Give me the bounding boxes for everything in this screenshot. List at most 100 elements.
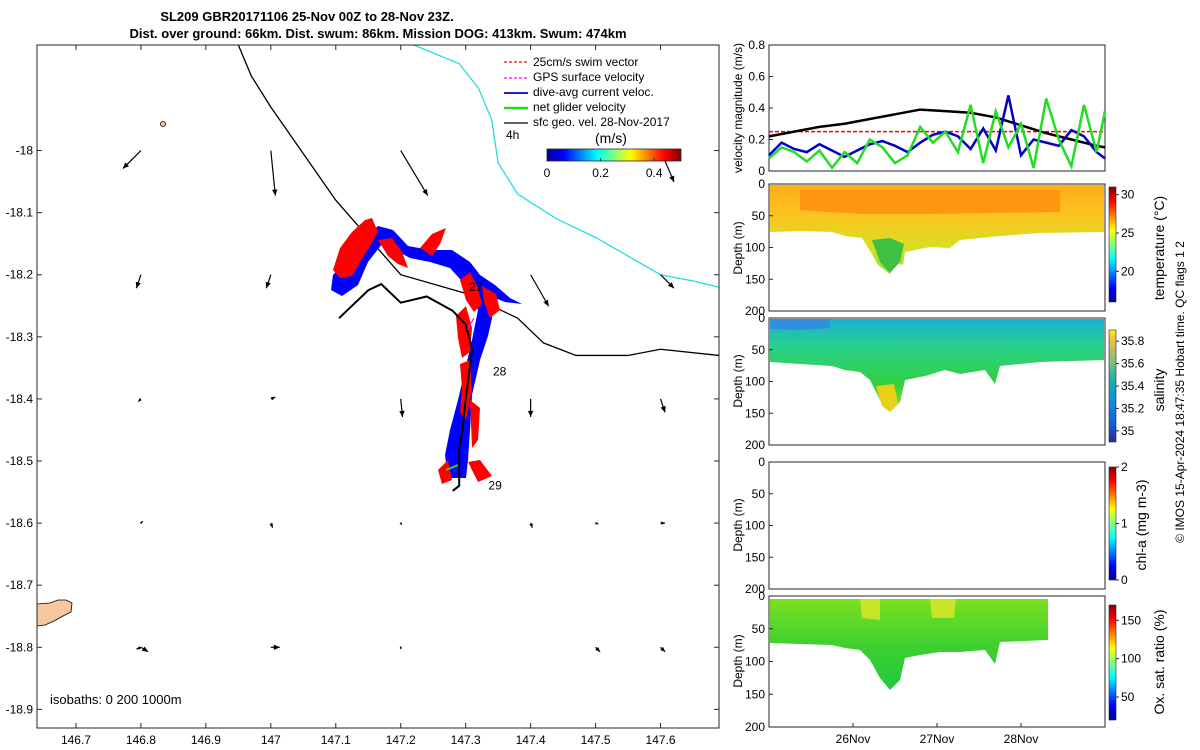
map-ytick-label: -18.6 <box>6 516 34 530</box>
velocity-ytick-label: 0.8 <box>748 38 765 52</box>
colorbar-tick-label: 0 <box>1121 573 1128 587</box>
depth-ytick-label: 150 <box>745 687 765 701</box>
depth-ytick-label: 0 <box>758 311 765 325</box>
salinity-deep-high <box>876 384 898 412</box>
land-mass <box>37 599 73 627</box>
current-vector-arrow <box>659 398 666 413</box>
current-vector-arrow <box>399 398 405 417</box>
figure-title-line2: Dist. over ground: 66km. Dist. swum: 86k… <box>129 26 626 41</box>
velocity-series <box>768 95 1107 171</box>
depth-ytick-label: 200 <box>745 720 765 734</box>
depth-ytick-label: 100 <box>745 655 765 669</box>
velocity-ytick-label: 0.6 <box>748 70 765 84</box>
current-vector-arrow <box>135 274 142 289</box>
velocity-series-line <box>768 98 1107 171</box>
current-vector-arrow <box>140 646 149 653</box>
depth-ytick-label: 200 <box>745 582 765 596</box>
velocity-ticks: 0 0.2 0.4 0.6 0.8 <box>748 38 773 178</box>
colorbar-tick-label: 1 <box>1121 517 1128 531</box>
map-ticks: 146.7 146.8 146.9 147 147.1 147.2 147.3 147.4 14… <box>6 45 719 747</box>
oxygen-panel: Depth (m) Ox. sat. ratio (%) 0 50 100 150 20… <box>731 589 1167 746</box>
map-ytick-label: -18.7 <box>6 578 34 592</box>
velocity-series-line <box>768 95 1106 160</box>
colorbar-tick-label: 0.4 <box>646 166 663 180</box>
map-axes <box>36 44 720 729</box>
current-vector-arrow <box>595 646 601 653</box>
colorbar-tick-label: 35.8 <box>1121 334 1145 348</box>
legend-label-swim: 25cm/s swim vector <box>533 55 638 69</box>
map-ytick-label: -18.3 <box>6 330 34 344</box>
oxygen-ticks: 0 50 100 150 200 50 100 150 <box>745 589 1141 734</box>
depth-ytick-label: 50 <box>752 622 766 636</box>
map-xtick-label: 147 <box>261 733 281 747</box>
current-vectors <box>122 150 675 653</box>
chlorophyll-ylabel: Depth (m) <box>731 498 745 551</box>
salinity-field <box>770 319 1104 412</box>
map-xtick-label: 146.9 <box>191 733 221 747</box>
oxygen-field <box>770 599 1048 690</box>
oxygen-colorbar <box>1108 604 1117 721</box>
map-ytick-label: -18 <box>16 144 34 158</box>
current-vector-arrow <box>265 274 272 289</box>
oxygen-surface-high-2 <box>930 599 956 618</box>
temperature-deep-cool <box>872 238 904 273</box>
current-vector-arrow <box>137 398 142 403</box>
map-xtick-label: 147.6 <box>646 733 676 747</box>
track-day-label: 29 <box>488 479 502 493</box>
colorbar-units-label: (m/s) <box>595 130 627 146</box>
depth-ytick-label: 150 <box>745 272 765 286</box>
current-vector-arrow <box>399 646 402 650</box>
depth-ytick-label: 100 <box>745 375 765 389</box>
chlorophyll-ticks: 0 50 100 150 200 0 1 2 <box>745 455 1128 596</box>
current-vector-arrow <box>122 150 142 169</box>
temperature-panel: Depth (m) temperature (°C) 0 50 100 150 200 2… <box>731 177 1167 318</box>
depth-ytick-label: 50 <box>752 209 766 223</box>
colorbar-tick-label: 0 <box>544 166 551 180</box>
depth-ytick-label: 150 <box>745 406 765 420</box>
time-axis-ticks: 26Nov 27Nov 28Nov <box>836 723 1038 746</box>
legend-label-gps: GPS surface velocity <box>533 70 644 84</box>
map-xtick-label: 147.3 <box>451 733 481 747</box>
temperature-core-warm <box>800 190 1060 214</box>
map-xtick-label: 147.1 <box>321 733 351 747</box>
current-vector-arrow <box>595 521 599 525</box>
velocity-series-line <box>768 108 1106 149</box>
velocity-ylabel: velocity magnitude (m/s) <box>731 43 745 173</box>
current-vector-arrow <box>530 274 550 307</box>
current-vector-arrow <box>527 398 534 417</box>
map-ytick-label: -18.4 <box>6 392 34 406</box>
depth-ytick-label: 100 <box>745 519 765 533</box>
current-vector-arrow <box>660 646 666 653</box>
colorbar-tick-label: 30 <box>1121 188 1135 202</box>
colorbar-tick-label: 35.6 <box>1121 357 1145 371</box>
salinity-ylabel: Depth (m) <box>731 354 745 407</box>
colorbar-tick-label: 35.2 <box>1121 401 1145 415</box>
depth-ytick-label: 0 <box>758 589 765 603</box>
current-vector-arrow <box>269 522 274 528</box>
glider-track-swath <box>331 226 522 478</box>
depth-ytick-label: 150 <box>745 550 765 564</box>
depth-ytick-label: 200 <box>745 304 765 318</box>
depth-ytick-label: 200 <box>745 438 765 452</box>
oxygen-ylabel: Depth (m) <box>731 634 745 687</box>
colorbar-tick-label: 35.4 <box>1121 379 1145 393</box>
chlorophyll-panel: Depth (m) chl-a (mg m-3) 0 50 100 150 200 0 1 2 <box>731 455 1149 596</box>
colorbar-tick-label: 35 <box>1121 424 1135 438</box>
map-xtick-label: 146.7 <box>61 733 91 747</box>
current-vector-arrow <box>270 396 276 401</box>
net-glider-velocity-vector <box>445 464 459 471</box>
isobath-label: isobaths: 0 200 1000m <box>50 692 182 707</box>
chlorophyll-colorbar <box>1108 466 1117 581</box>
track-day-label: 27 <box>469 280 483 294</box>
colorbar-tick-label: 150 <box>1121 613 1141 627</box>
speed-colorbar-ticks: 0 0.2 0.4 <box>544 158 663 180</box>
oxygen-cblabel: Ox. sat. ratio (%) <box>1151 609 1167 714</box>
salinity-colorbar <box>1108 329 1117 443</box>
current-vector-arrow <box>270 644 280 650</box>
colorbar-tick-label: 0.2 <box>592 166 609 180</box>
salinity-cblabel: salinity <box>1151 369 1167 412</box>
salinity-surface-low <box>770 319 830 330</box>
map-ytick-label: -18.8 <box>6 640 34 654</box>
velocity-ytick-label: 0 <box>758 164 765 178</box>
legend-extra-label: 4h <box>506 128 519 142</box>
